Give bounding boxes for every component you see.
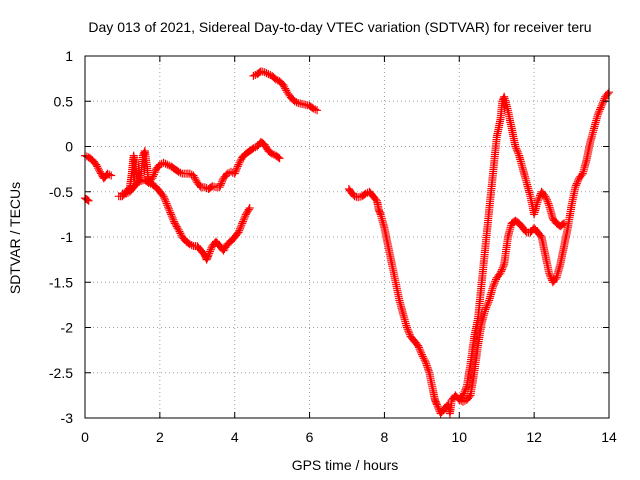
x-tick-label: 0 <box>81 429 89 445</box>
y-tick-label: 0 <box>65 139 73 155</box>
series-markers <box>81 151 116 183</box>
series-markers <box>114 138 284 201</box>
x-tick-label: 2 <box>156 429 164 445</box>
y-tick-label: -3 <box>61 410 74 426</box>
series-markers <box>344 88 613 418</box>
plot-frame <box>84 55 610 419</box>
y-tick-label: 0.5 <box>54 93 74 109</box>
x-axis-label: GPS time / hours <box>292 457 399 473</box>
y-tick-label: 1 <box>65 48 73 64</box>
x-tick-label: 14 <box>601 429 617 445</box>
y-tick-label: -1 <box>61 229 74 245</box>
series-markers <box>455 92 569 404</box>
x-tick-label: 8 <box>381 429 389 445</box>
y-tick-label: -2 <box>61 320 74 336</box>
series-layer <box>81 67 613 418</box>
x-axis-ticks: 0 2 4 6 8 10 12 14 <box>81 56 617 445</box>
y-tick-label: -2.5 <box>49 365 73 381</box>
chart-title: Day 013 of 2021, Sidereal Day-to-day VTE… <box>88 19 591 35</box>
data-series <box>344 88 613 418</box>
data-series <box>81 151 116 183</box>
data-series <box>81 194 93 205</box>
grid-lines <box>85 56 609 418</box>
y-axis-label: SDTVAR / TECUs <box>7 182 23 294</box>
x-tick-label: 6 <box>306 429 314 445</box>
x-tick-label: 12 <box>526 429 542 445</box>
series-markers <box>81 194 93 205</box>
x-tick-label: 4 <box>231 429 239 445</box>
y-tick-label: -0.5 <box>49 184 73 200</box>
data-series <box>249 67 322 115</box>
series-markers <box>249 67 322 115</box>
data-series <box>114 138 284 201</box>
y-axis-ticks: 1 0.5 0 -0.5 -1 -1.5 -2 -2.5 -3 <box>49 48 609 426</box>
data-series <box>455 92 569 404</box>
data-series <box>118 176 254 264</box>
series-markers <box>118 176 254 264</box>
y-tick-label: -1.5 <box>49 274 73 290</box>
x-tick-label: 10 <box>451 429 467 445</box>
